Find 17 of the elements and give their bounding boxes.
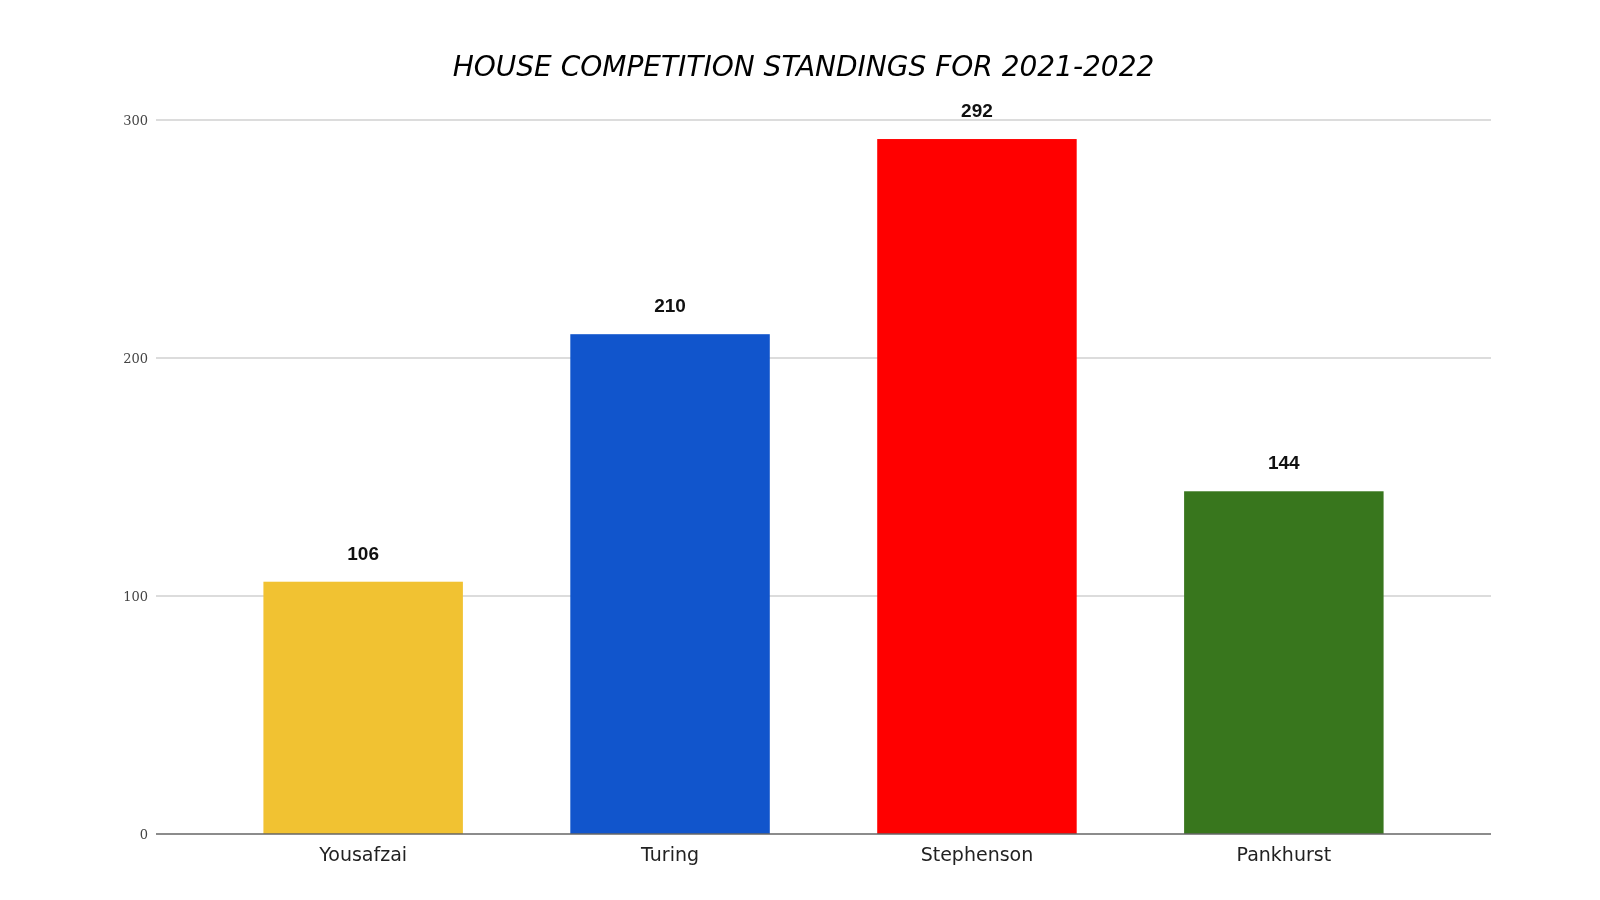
y-tick-label: 100 [123,588,148,604]
data-label: 106 [347,542,380,564]
chart-title: HOUSE COMPETITION STANDINGS FOR 2021-2022 [452,50,1155,83]
x-tick-label: Stephenson [920,843,1034,865]
bar [570,334,770,834]
y-tick-label: 200 [123,350,148,366]
y-tick-label: 0 [139,826,148,842]
x-tick-label: Turing [640,843,700,865]
bar [263,581,463,834]
data-label: 210 [654,295,686,317]
data-label: 144 [1267,452,1301,474]
bar [877,139,1077,834]
bar [1184,491,1384,834]
x-tick-label: Pankhurst [1236,843,1332,865]
x-tick-label: Yousafzai [318,843,408,865]
data-label: 292 [961,100,993,122]
y-tick-label: 300 [123,112,148,128]
